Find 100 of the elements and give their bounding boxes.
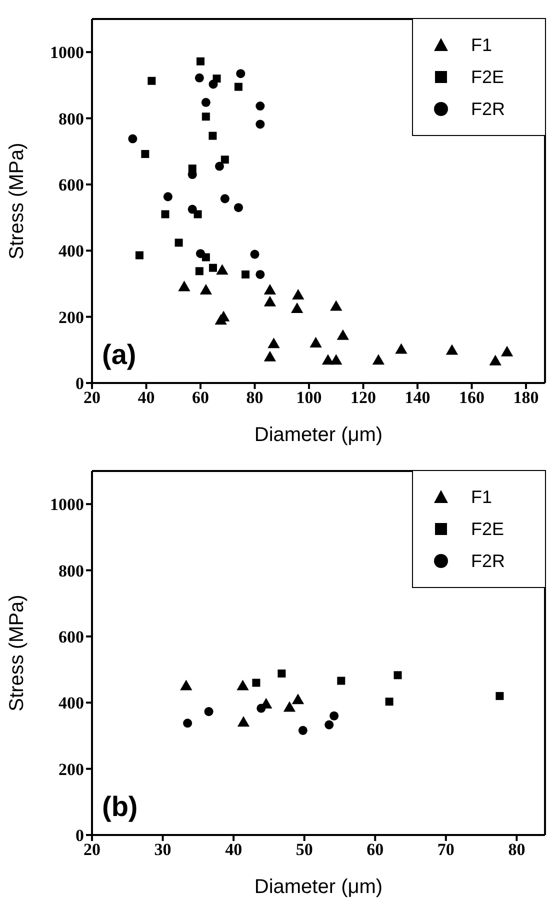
point <box>385 698 394 706</box>
point <box>195 267 204 276</box>
point <box>292 288 304 300</box>
point <box>264 284 276 295</box>
y-tick-label: 0 <box>76 374 84 394</box>
x-tick-label: 100 <box>296 388 322 408</box>
x-tick-label: 40 <box>138 388 155 408</box>
point <box>183 718 192 728</box>
point <box>188 204 197 214</box>
legend-label: F2R <box>470 98 505 120</box>
x-tick-label: 160 <box>459 388 485 408</box>
point <box>201 98 210 107</box>
y-axis-title: Stress (MPa) <box>6 594 28 712</box>
y-tick-label: 200 <box>58 760 84 779</box>
point <box>446 344 458 355</box>
point <box>330 354 342 365</box>
legend-label: F1 <box>470 486 492 508</box>
point <box>208 132 217 140</box>
point <box>330 300 342 311</box>
x-tick-label: 70 <box>437 840 454 860</box>
point <box>500 346 514 356</box>
legend-label: F2E <box>470 66 504 88</box>
point <box>264 350 276 362</box>
x-tick-label: 80 <box>246 388 264 408</box>
point <box>250 250 260 259</box>
x-tick-label: 60 <box>366 840 384 860</box>
point <box>256 102 265 111</box>
point <box>163 192 172 202</box>
x-tick-label: 50 <box>296 840 313 860</box>
annotation: (a) <box>102 339 136 371</box>
point <box>395 343 408 354</box>
point <box>204 707 214 716</box>
point <box>214 162 224 171</box>
x-tick-label: 20 <box>84 388 100 408</box>
point <box>196 249 206 258</box>
point <box>324 720 334 730</box>
point <box>337 676 346 685</box>
point <box>252 678 260 687</box>
point <box>148 76 156 85</box>
point <box>264 296 276 306</box>
y-tick-label: 800 <box>58 109 84 128</box>
x-tick-label: 60 <box>192 388 210 408</box>
point <box>278 670 286 678</box>
point <box>236 69 246 78</box>
point <box>202 112 210 121</box>
point <box>256 120 265 129</box>
point <box>242 270 250 278</box>
point <box>196 57 205 66</box>
y-tick-label: 200 <box>58 308 84 327</box>
point <box>489 354 502 366</box>
x-tick-label: 30 <box>154 840 172 860</box>
point <box>336 329 349 340</box>
y-tick-label: 600 <box>58 627 84 646</box>
x-tick-label: 80 <box>508 840 526 860</box>
x-axis-title: Diameter (μm) <box>254 424 383 446</box>
point <box>330 711 339 720</box>
point <box>290 302 304 314</box>
point <box>220 156 229 164</box>
x-axis-title: Diameter (μm) <box>254 876 383 898</box>
annotation: (b) <box>102 791 138 823</box>
point <box>194 73 204 82</box>
point <box>220 194 230 204</box>
point <box>174 238 183 247</box>
point <box>298 726 308 735</box>
point <box>135 251 144 260</box>
point <box>208 264 217 272</box>
y-tick-label: 1000 <box>50 43 84 62</box>
legend-label: F2E <box>470 518 504 540</box>
legend-label: F1 <box>470 34 492 56</box>
point <box>394 671 402 680</box>
point <box>208 80 218 89</box>
point <box>256 270 265 279</box>
y-tick-label: 600 <box>58 175 84 194</box>
point <box>200 284 212 295</box>
x-tick-label: 140 <box>404 388 430 408</box>
y-tick-label: 800 <box>58 561 84 580</box>
x-tick-label: 40 <box>225 840 242 860</box>
point <box>216 264 228 275</box>
y-axis-title: Stress (MPa) <box>6 142 28 260</box>
point <box>234 82 242 91</box>
y-tick-label: 1000 <box>50 495 84 514</box>
point <box>256 704 266 713</box>
point <box>310 336 322 348</box>
legend-label: F2R <box>470 550 505 572</box>
x-tick-label: 180 <box>513 388 539 408</box>
point <box>268 338 280 348</box>
x-tick-label: 20 <box>84 840 100 860</box>
point <box>234 203 243 212</box>
point <box>496 692 504 700</box>
x-tick-label: 120 <box>350 388 376 408</box>
y-tick-label: 400 <box>58 694 84 713</box>
y-tick-label: 400 <box>58 242 84 261</box>
point <box>128 134 138 144</box>
point <box>194 210 202 218</box>
point <box>214 314 227 325</box>
point <box>372 354 385 365</box>
point <box>178 280 190 292</box>
point <box>161 210 170 218</box>
y-tick-label: 0 <box>76 826 84 846</box>
point <box>141 150 150 158</box>
